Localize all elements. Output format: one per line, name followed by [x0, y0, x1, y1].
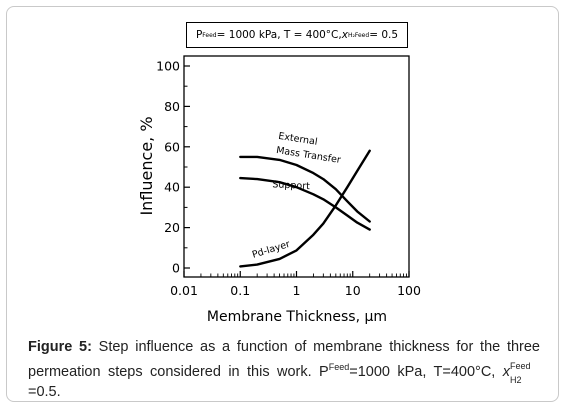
caption-p-sup: Feed: [328, 362, 350, 372]
caption-text-c: =0.5.: [28, 383, 61, 400]
caption-x-scripts: Feed H2: [510, 361, 540, 385]
plot-frame: [183, 55, 410, 278]
y-tick-label: 40: [164, 180, 180, 195]
y-tick-label: 60: [164, 139, 180, 154]
x-tick-label: 100: [397, 283, 421, 298]
y-tick-label: 100: [156, 59, 180, 74]
caption-x-sub: H2: [509, 374, 522, 385]
chart-axes: 0 20 40 60 80 100 0.01 0.1 1 10 100: [156, 55, 421, 298]
x-tick-label: 0.1: [230, 283, 250, 298]
x-axis-label: Membrane Thickness, µm: [207, 309, 387, 325]
x-tick-label: 10: [345, 283, 361, 298]
figure-caption: Figure 5: Step influence as a function o…: [28, 337, 540, 402]
conditions-x-sup: Feed: [354, 31, 370, 39]
caption-x-sup: Feed: [509, 360, 531, 371]
y-tick-label: 0: [172, 261, 180, 276]
x-tick-label: 0.01: [170, 283, 198, 298]
y-tick-label: 20: [164, 220, 180, 235]
series-annotation: Support: [272, 179, 310, 192]
conditions-p: P: [195, 29, 203, 41]
y-tick-label: 80: [164, 99, 180, 114]
series-layer: [239, 149, 371, 268]
conditions-x-sub: H₂: [347, 31, 355, 39]
series-line: [239, 149, 371, 268]
conditions-x-rest: = 0.5: [369, 29, 399, 41]
caption-x: x: [502, 363, 510, 380]
x-tick-label: 1: [293, 283, 301, 298]
series-line: [239, 176, 371, 231]
caption-label: Figure 5:: [28, 339, 92, 355]
caption-text-a: Step influence as a function of membrane…: [28, 339, 540, 380]
conditions-p-rest: = 1000 kPa, T = 400°C,: [216, 29, 342, 41]
conditions-x: x: [341, 29, 348, 41]
conditions-p-sup: Feed: [202, 31, 217, 39]
figure-card: [6, 6, 559, 402]
caption-text-b: =1000 kPa, T=400°C,: [349, 363, 503, 380]
y-axis-label: Influence, %: [137, 116, 156, 215]
series-line: [239, 155, 371, 223]
conditions-box: P Feed = 1000 kPa, T = 400°C, x H₂ Feed = 0…: [186, 22, 408, 48]
series-annotation: Pd-layer: [251, 239, 292, 261]
